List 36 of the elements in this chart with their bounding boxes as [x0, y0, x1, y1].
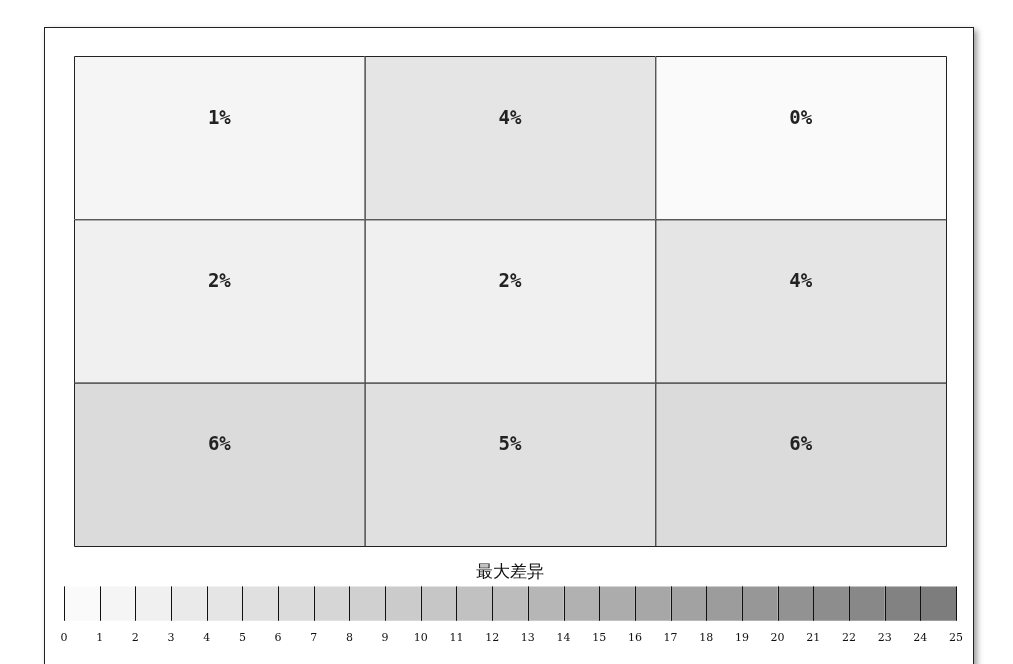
- color-bar-label: 6: [274, 631, 282, 645]
- data-label: 2%: [207, 268, 232, 291]
- data-label: 1%: [207, 105, 232, 128]
- color-bar-label: 22: [841, 631, 856, 645]
- color-bar-label: 10: [413, 631, 428, 645]
- data-label: 6%: [207, 432, 232, 455]
- color-bar-label: 24: [913, 631, 928, 645]
- data-label: 4%: [789, 268, 813, 291]
- data-label: 4%: [498, 105, 522, 128]
- color-bar-label: 12: [485, 631, 500, 645]
- color-bar-label: 23: [877, 631, 892, 645]
- color-bar-label: 19: [734, 631, 749, 645]
- color-bar-label: 11: [449, 631, 464, 645]
- data-label: 0%: [789, 105, 813, 128]
- color-bar-label: 17: [663, 631, 678, 645]
- color-bar-label: 16: [627, 631, 642, 645]
- color-bar-label: 21: [806, 631, 821, 645]
- color-bar-label: 5: [238, 631, 246, 645]
- color-bar-label: 14: [556, 631, 571, 645]
- color-bar-label: 0: [60, 631, 68, 645]
- color-bar-label: 4: [203, 631, 211, 645]
- data-label: 5%: [498, 432, 522, 455]
- data-label: 6%: [789, 432, 813, 455]
- color-bar-label: 20: [770, 631, 785, 645]
- color-bar-label: 13: [520, 631, 535, 645]
- color-bar-title: 最大差异: [476, 560, 544, 581]
- color-bar-label: 15: [592, 631, 607, 645]
- color-bar-label: 1: [96, 631, 104, 645]
- color-bar-label: 18: [699, 631, 714, 645]
- color-bar-label: 9: [381, 631, 389, 645]
- color-bar-label: 25: [949, 631, 963, 645]
- color-bar-label: 8: [345, 631, 353, 645]
- color-bar-label: 7: [310, 631, 318, 645]
- data-label: 2%: [498, 268, 522, 291]
- color-bar-label: 2: [131, 631, 139, 645]
- color-bar-label: 3: [167, 631, 175, 645]
